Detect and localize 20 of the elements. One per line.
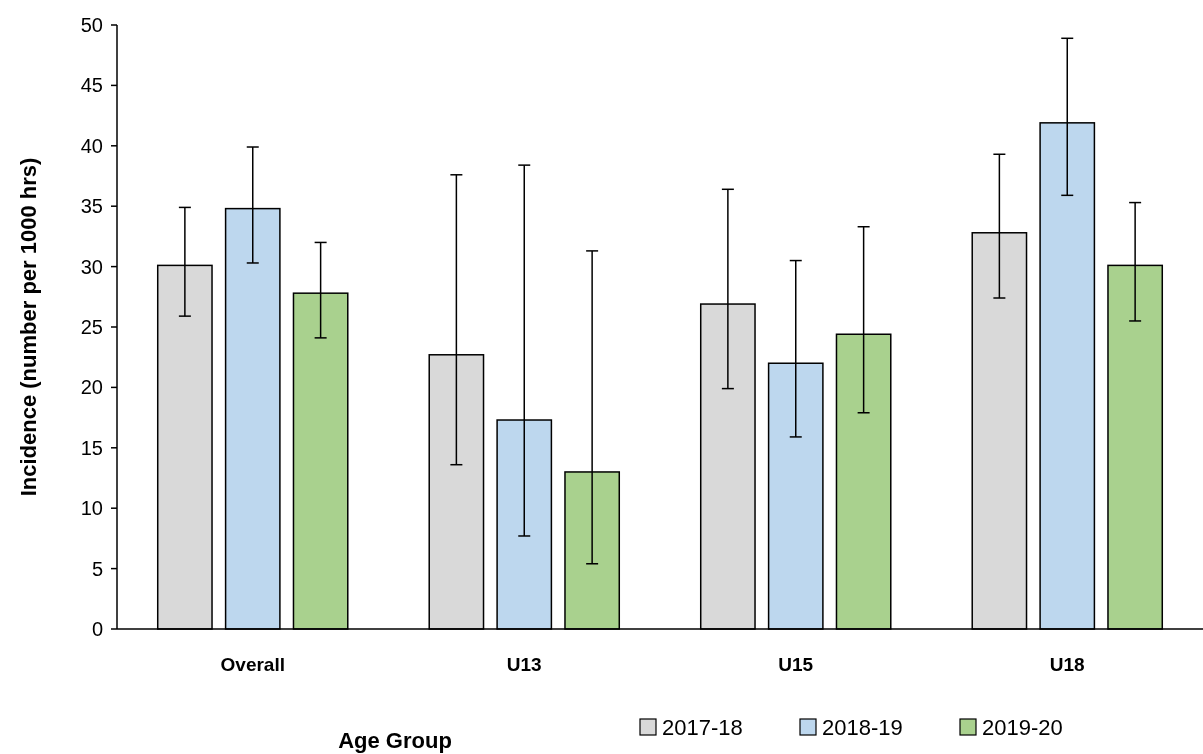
x-tick-label: U13 <box>506 654 542 675</box>
y-tick-label: 10 <box>80 497 103 520</box>
y-tick-label: 30 <box>80 255 103 278</box>
y-axis-title: Incidence (number per 1000 hrs) <box>16 157 41 497</box>
y-tick-label: 5 <box>91 557 103 580</box>
y-tick-label: 35 <box>80 195 103 218</box>
x-tick-label: Overall <box>220 654 285 675</box>
legend-label: 2019-20 <box>982 715 1063 740</box>
y-tick-label: 45 <box>80 74 103 97</box>
legend-label: 2018-19 <box>822 715 903 740</box>
y-tick-label: 0 <box>91 618 103 640</box>
y-tick-label: 50 <box>80 14 103 36</box>
y-tick-label: 15 <box>80 436 103 459</box>
y-tick-label: 20 <box>80 376 103 399</box>
y-tick-label: 25 <box>80 316 103 338</box>
y-tick-label: 40 <box>80 134 103 157</box>
x-axis-title: Age Group <box>338 728 452 753</box>
x-tick-label: U15 <box>778 654 814 675</box>
x-tick-label: U18 <box>1049 654 1085 675</box>
legend-label: 2017-18 <box>662 715 743 740</box>
